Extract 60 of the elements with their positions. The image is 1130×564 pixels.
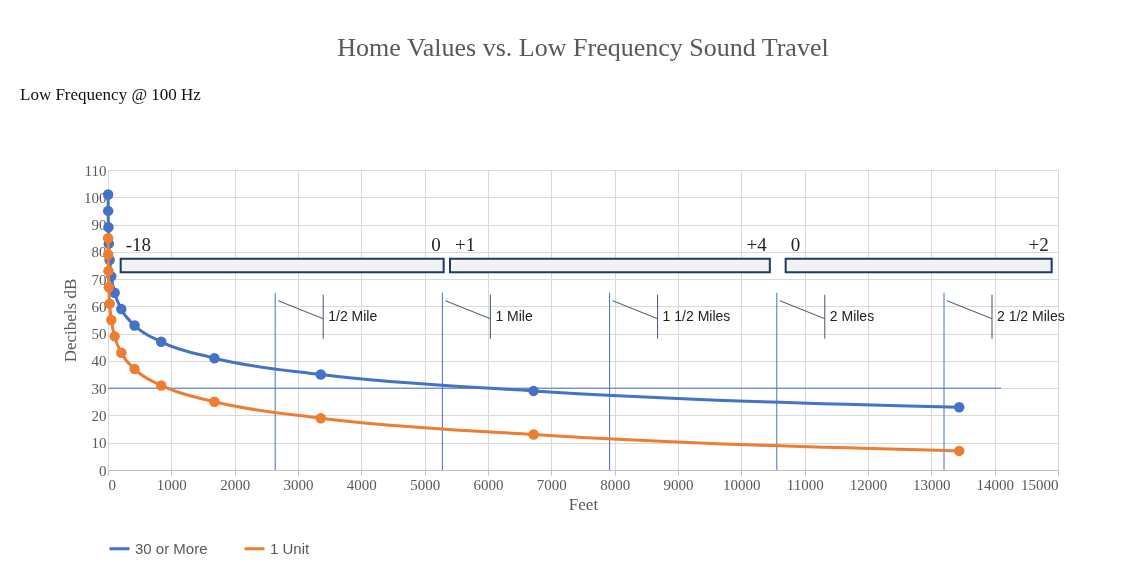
point bbox=[953, 402, 965, 413]
annotation: -18 bbox=[125, 233, 151, 255]
x-tick-label: 1000 bbox=[156, 476, 187, 493]
ref-line-label: 2 1/2 Miles bbox=[997, 307, 1065, 324]
point bbox=[315, 369, 327, 380]
point bbox=[116, 347, 127, 358]
y-tick-label: 30 bbox=[91, 380, 107, 397]
ref-line-label: 1/2 Mile bbox=[328, 307, 378, 324]
chart-title: Home Values vs. Low Frequency Sound Travel bbox=[337, 33, 829, 62]
point bbox=[953, 445, 965, 457]
point bbox=[155, 336, 167, 348]
ref-line-label: 2 Miles bbox=[829, 307, 875, 324]
x-tick-label: 8000 bbox=[600, 476, 631, 493]
point bbox=[528, 429, 539, 440]
x-tick-label: 2000 bbox=[220, 476, 251, 493]
point bbox=[315, 412, 327, 424]
point bbox=[106, 314, 117, 326]
x-tick-label: 3000 bbox=[283, 476, 314, 493]
annotation: +4 bbox=[746, 233, 768, 255]
annotation: 0 bbox=[431, 233, 441, 255]
legend-label: 1 Unit bbox=[270, 539, 311, 557]
x-tick-label: 12000 bbox=[849, 476, 888, 493]
y-tick-label: 110 bbox=[84, 162, 107, 179]
point bbox=[129, 320, 140, 331]
annotation: +2 bbox=[1028, 233, 1049, 255]
point bbox=[116, 303, 127, 315]
point bbox=[102, 232, 114, 244]
text: Low Frequency @ 100 Hz bbox=[20, 85, 202, 104]
y-axis-title: Decibels dB bbox=[61, 278, 80, 363]
point bbox=[155, 380, 167, 391]
annotation: 0 bbox=[790, 233, 801, 255]
legend-label: 30 or More bbox=[135, 539, 208, 557]
x-tick-label: 11000 bbox=[786, 476, 824, 493]
x-tick-label: 9000 bbox=[663, 476, 694, 493]
y-tick-label: 40 bbox=[91, 353, 107, 370]
x-axis-title: Feet bbox=[568, 494, 599, 514]
ref-line-label: 1 1/2 Miles bbox=[662, 307, 731, 324]
y-tick-label: 70 bbox=[91, 271, 107, 288]
x-tick-label: 10000 bbox=[723, 476, 761, 493]
x-tick-label: 15000 bbox=[1021, 476, 1059, 493]
x-tick-label: 13000 bbox=[913, 476, 951, 493]
point bbox=[209, 396, 220, 408]
x-tick-label: 7000 bbox=[536, 476, 567, 493]
annotation: +1 bbox=[455, 233, 476, 255]
point bbox=[209, 352, 220, 364]
x-tick-label: 5000 bbox=[410, 476, 441, 493]
point bbox=[528, 385, 539, 397]
x-tick-label: 6000 bbox=[473, 476, 504, 493]
ref-line-label: 1 Mile bbox=[495, 307, 533, 324]
point bbox=[129, 363, 140, 375]
y-tick-label: 10 bbox=[91, 435, 107, 452]
point bbox=[103, 265, 114, 277]
y-tick-label: 0 bbox=[99, 462, 107, 479]
point bbox=[102, 205, 114, 217]
y-tick-label: 20 bbox=[91, 407, 107, 424]
x-tick-label: 14000 bbox=[976, 476, 1014, 493]
y-tick-label: 60 bbox=[91, 298, 107, 315]
x-tick-label: 4000 bbox=[346, 476, 377, 493]
y-tick-label: 50 bbox=[91, 326, 107, 343]
point bbox=[109, 331, 120, 342]
